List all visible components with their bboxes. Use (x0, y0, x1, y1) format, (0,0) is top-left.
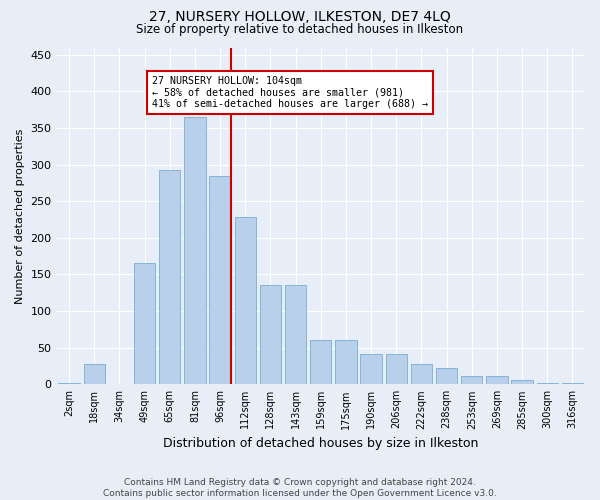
Bar (511, 380, 533, 384)
Bar (335, 340, 356, 384)
X-axis label: Distribution of detached houses by size in Ilkeston: Distribution of detached houses by size … (163, 437, 478, 450)
Bar (209, 176, 231, 384)
Bar (285, 286, 307, 384)
Bar (411, 364, 432, 384)
Bar (134, 264, 155, 384)
Bar (361, 354, 382, 384)
Bar (386, 354, 407, 384)
Text: 27, NURSERY HOLLOW, ILKESTON, DE7 4LQ: 27, NURSERY HOLLOW, ILKESTON, DE7 4LQ (149, 10, 451, 24)
Bar (310, 340, 331, 384)
Text: Contains HM Land Registry data © Crown copyright and database right 2024.
Contai: Contains HM Land Registry data © Crown c… (103, 478, 497, 498)
Bar (260, 286, 281, 384)
Bar (235, 218, 256, 384)
Text: Size of property relative to detached houses in Ilkeston: Size of property relative to detached ho… (136, 22, 464, 36)
Bar (486, 376, 508, 384)
Bar (83, 364, 105, 384)
Bar (58, 383, 80, 384)
Y-axis label: Number of detached properties: Number of detached properties (15, 128, 25, 304)
Bar (461, 376, 482, 384)
Bar (536, 383, 558, 384)
Bar (159, 170, 181, 384)
Bar (562, 383, 583, 384)
Text: 27 NURSERY HOLLOW: 104sqm
← 58% of detached houses are smaller (981)
41% of semi: 27 NURSERY HOLLOW: 104sqm ← 58% of detac… (152, 76, 428, 110)
Bar (184, 117, 206, 384)
Bar (436, 368, 457, 384)
